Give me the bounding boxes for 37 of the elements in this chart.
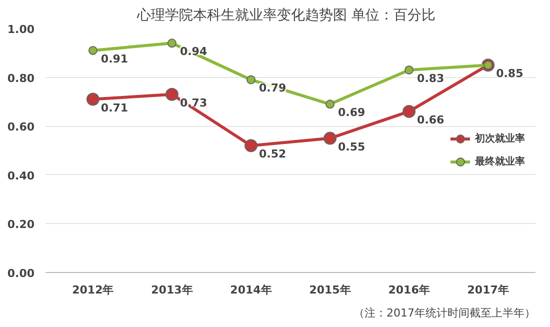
text: （注：2017年统计时间截至上半年） [354,306,536,320]
x-tick-label: 2016年 [388,284,430,296]
data-label: 0.71 [100,101,128,114]
x-tick-label: 2017年 [467,284,509,296]
point [402,104,416,118]
point [88,46,98,55]
x-tick-label: 2015年 [309,284,351,296]
y-tick-label: 0.40 [7,169,35,182]
y-tick-label: 1.00 [7,23,35,36]
data-label: 0.85 [496,67,524,80]
chart-title: 心理学院本科生就业率变化趋势图 单位：百分比 [136,8,436,24]
y-tick-label: 0.60 [7,120,35,134]
y-tick-label: 0.80 [7,72,35,85]
data-label: 0.91 [100,52,128,66]
point [167,38,176,48]
point [246,75,256,84]
data-label: 0.79 [258,82,286,95]
data-label: 0.94 [180,45,208,58]
point [244,139,258,152]
data-label: 0.55 [338,140,366,154]
data-label: 0.69 [338,106,366,120]
data-label: 0.52 [258,148,286,161]
point [324,132,337,145]
x-tick-label: 2014年 [230,284,272,296]
data-label: 0.83 [417,72,444,85]
data-label: 0.73 [180,96,208,110]
x-tick-label: 2012年 [72,284,114,296]
x-tick-label: 2013年 [151,284,193,296]
legend-label: 初次就业率 [475,132,525,146]
data-label: 0.66 [417,113,445,126]
point [86,92,100,106]
legend-label: 最终就业率 [475,154,525,168]
point [326,100,335,109]
point [165,88,178,101]
y-tick-label: 0.20 [7,218,35,232]
point [404,65,414,74]
y-tick-label: 0.00 [7,267,35,280]
